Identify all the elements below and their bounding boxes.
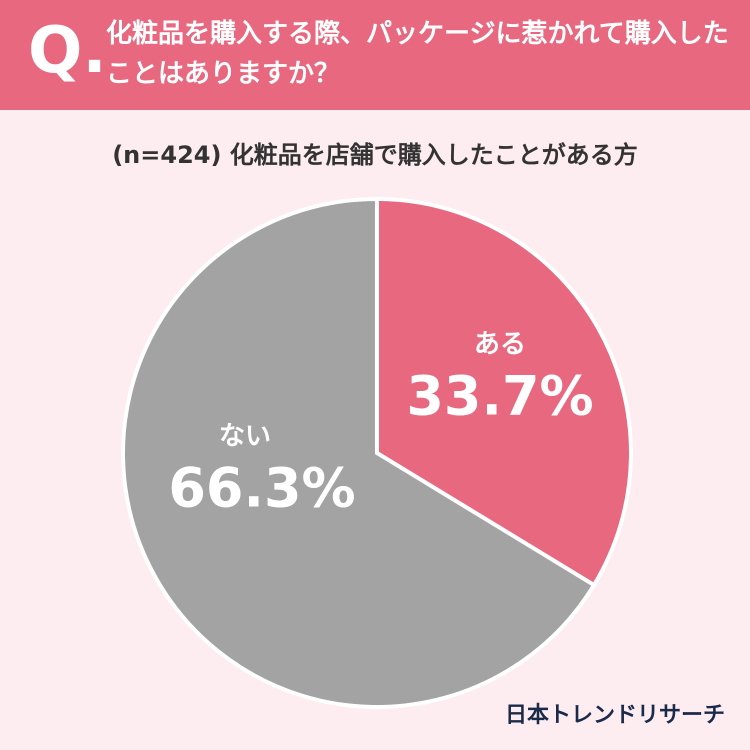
pie-slice	[121, 196, 597, 709]
value-label: 66.3%	[168, 457, 355, 520]
chart-title: 化粧品を購入する際、パッケージに惹かれて購入したことはありますか？	[106, 19, 729, 89]
source: 日本トレンドリサーチ	[505, 703, 725, 728]
slice-label: ある	[474, 330, 526, 360]
header: Q. 化粧品を購入する際、パッケージに惹かれて購入したことはありますか？	[0, 0, 750, 110]
slice-label: ない	[219, 422, 271, 452]
subtitle: (n=424) 化粧品を店舗で購入したことがある方	[112, 141, 638, 169]
value-label: 33.7%	[406, 365, 593, 428]
q-badge: Q.	[28, 14, 107, 88]
pie-slice	[375, 196, 633, 588]
